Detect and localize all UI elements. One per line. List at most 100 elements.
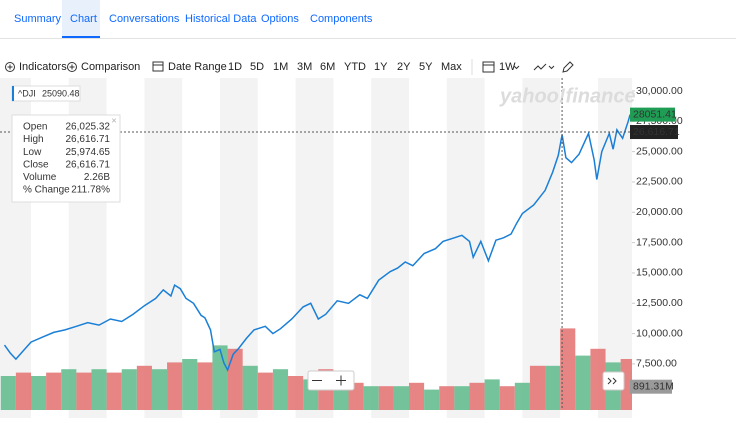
volume-bar — [288, 376, 304, 410]
volume-bar — [529, 365, 546, 410]
tooltip-label: % Change — [23, 185, 70, 196]
volume-bar — [439, 386, 455, 410]
y-tick-label: 15,000.00 — [636, 267, 683, 279]
y-tick-label: 17,500.00 — [636, 236, 683, 248]
range-button[interactable]: 3M — [297, 61, 312, 73]
volume-bar — [484, 379, 500, 410]
crosshair-price-badge — [630, 125, 678, 140]
volume-bar — [76, 372, 92, 410]
volume-bar — [590, 348, 606, 410]
tab[interactable]: Components — [310, 13, 373, 25]
scroll-right-icon — [607, 377, 617, 385]
range-button[interactable]: YTD — [344, 61, 366, 73]
indicators-icon — [7, 64, 13, 70]
tooltip-value: 26,616.71 — [66, 159, 111, 170]
range-button[interactable]: 1D — [228, 61, 242, 73]
date-range-button[interactable]: Date Range — [168, 61, 227, 73]
symbol: ^DJI — [18, 88, 36, 98]
last-volume-label: 891.31M — [633, 380, 674, 392]
volume-bar — [620, 359, 632, 410]
volume-bar — [499, 386, 515, 410]
last-price-badge — [630, 107, 675, 122]
tooltip-label: Volume — [23, 172, 57, 183]
volume-bar — [197, 362, 213, 410]
tooltip-label: Open — [23, 122, 47, 133]
range-button[interactable]: 5D — [250, 61, 264, 73]
tooltip-close[interactable]: × — [111, 115, 116, 125]
calendar-icon — [152, 61, 164, 72]
last-price-label: 28051.41 — [633, 108, 677, 120]
year-band — [371, 78, 409, 418]
scroll-right-button[interactable] — [602, 371, 625, 391]
year-band — [144, 78, 183, 418]
active-tab-bg — [62, 0, 100, 38]
zoom-in[interactable] — [336, 375, 346, 386]
y-tick-label: 30,000.00 — [636, 85, 683, 97]
price-line — [3, 114, 631, 372]
volume-bar — [363, 386, 379, 410]
volume-bar — [46, 372, 62, 410]
volume-bar — [545, 365, 561, 410]
tooltip-value: 26,616.71 — [66, 134, 111, 145]
volume-bar — [408, 382, 425, 410]
volume-bar — [167, 362, 183, 410]
toolbar: Indicators Comparison Date Range 1W 1D 5D… — [5, 59, 574, 75]
volume-bar — [514, 382, 530, 410]
volume-bar — [560, 328, 576, 410]
volume-bar — [182, 359, 198, 410]
symbol-label: ^DJI 25090.48 — [11, 85, 81, 102]
zoom-box — [307, 370, 355, 391]
volume-bar — [575, 355, 591, 410]
volume-bar — [151, 369, 168, 410]
volume-bar — [424, 389, 440, 410]
range-button[interactable]: 1M — [273, 61, 288, 73]
volume-bar — [91, 369, 107, 410]
comparison-button[interactable]: Comparison — [81, 61, 140, 73]
volume-bar — [227, 348, 243, 410]
zoom-controls — [307, 370, 625, 391]
chart-type-icon — [482, 61, 495, 73]
tab[interactable]: Summary — [14, 13, 62, 25]
watermark: yahoo!finance — [499, 85, 636, 107]
tab[interactable]: Conversations — [109, 13, 180, 25]
tab[interactable]: Chart — [70, 13, 97, 25]
y-tick-label: 20,000.00 — [636, 206, 683, 218]
volume-bar — [61, 369, 77, 410]
volume-bar — [378, 386, 394, 410]
tooltip-label: Close — [23, 159, 49, 170]
y-tick-label: 7,500.00 — [636, 358, 677, 370]
tab[interactable]: Options — [261, 13, 299, 25]
last-volume-badge — [630, 379, 672, 394]
tooltip-value: 26,025.32 — [66, 122, 111, 133]
range-button[interactable]: 2Y — [397, 61, 411, 73]
dropdown-caret — [548, 65, 555, 70]
volume-bar — [15, 372, 31, 410]
comparison-icon — [69, 64, 75, 70]
range-button[interactable]: 1Y — [374, 61, 388, 73]
volume-bar — [121, 369, 137, 410]
crosshair-price-label: 26,616.71 — [633, 126, 680, 138]
symbol-value: 25090.48 — [42, 88, 80, 98]
line-style-icon[interactable] — [533, 63, 547, 71]
symbol-swatch — [12, 86, 14, 101]
range-button[interactable]: Max — [441, 61, 462, 73]
volume-bar — [393, 386, 409, 410]
y-tick-label: 12,500.00 — [636, 297, 683, 309]
volume-bar — [469, 382, 485, 410]
tooltip-value: 2.26B — [84, 172, 110, 183]
comparison-icon — [67, 62, 77, 72]
indicators-icon — [5, 62, 15, 72]
volume-bar — [212, 345, 228, 410]
indicators-button[interactable]: Indicators — [19, 61, 67, 73]
draw-icon[interactable] — [562, 61, 574, 73]
range-button[interactable]: 6M — [320, 61, 335, 73]
year-band — [295, 78, 334, 418]
volume-bar — [136, 365, 152, 410]
range-button[interactable]: 5Y — [419, 61, 433, 73]
tab[interactable]: Historical Data — [185, 13, 257, 25]
tooltip-value: 211.78% — [71, 185, 110, 196]
volume-bar — [454, 386, 470, 410]
interval-button[interactable]: 1W — [499, 61, 516, 73]
